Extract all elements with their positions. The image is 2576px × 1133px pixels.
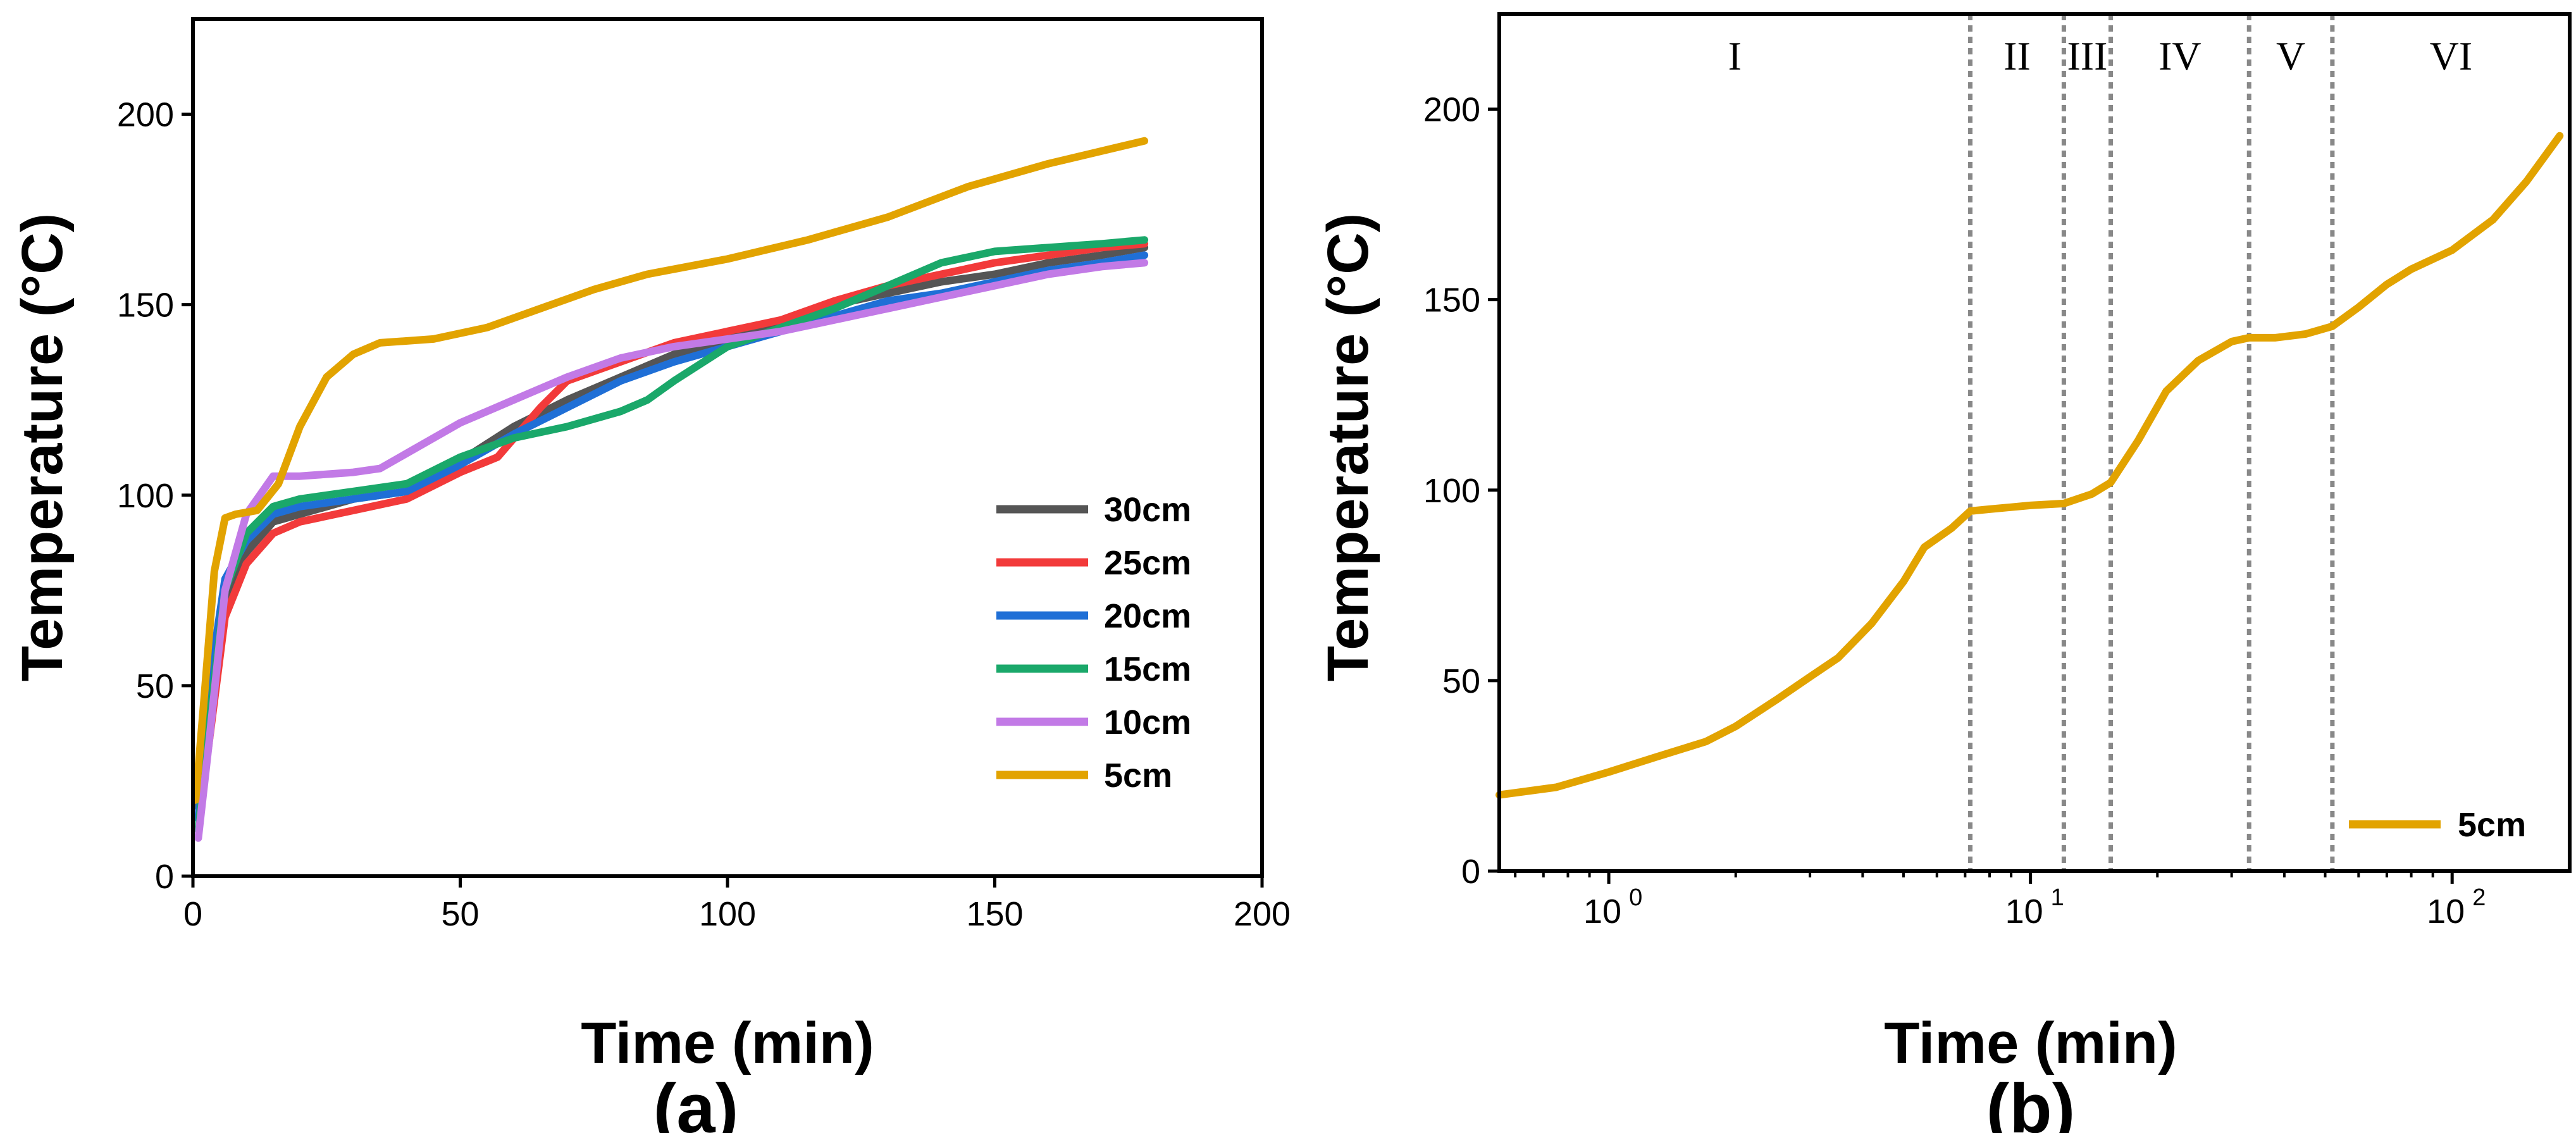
x-axis-title-a: Time (min) [581,1011,874,1075]
y-tick-label-b: 50 [1442,662,1480,700]
legend-label-15cm: 15cm [1104,650,1191,688]
series-group-a [192,137,1149,842]
series-line-10cm [194,259,1149,842]
y-axis-title-a: Temperature (°C) [10,213,75,682]
y-tick-label-b: 100 [1423,472,1480,510]
x-tick-label-b: 10 [2005,893,2043,931]
series-line-15cm [194,236,1149,834]
series-line-b-5cm [1495,132,2564,799]
region-label-V: V [2276,34,2305,78]
region-label-IV: IV [2158,34,2201,78]
y-tick-label-a: 200 [117,96,174,134]
y-tick-label-a: 50 [136,667,174,705]
x-tick-label-a: 200 [1234,895,1291,933]
y-tick-label-a: 150 [117,287,174,325]
legend-label-25cm: 25cm [1104,544,1191,582]
y-axis-title-b: Temperature (°C) [1316,213,1380,682]
y-tick-label-b: 150 [1423,282,1480,319]
x-tick-label-b: 10 [2427,893,2465,931]
x-tick-exponent-b: 2 [2472,884,2486,911]
x-tick-exponent-b: 1 [2051,884,2064,911]
x-tick-label-a: 0 [183,895,202,933]
legend-label-10cm: 10cm [1104,703,1191,741]
panel-label-b: (b) [1986,1070,2075,1133]
region-label-II: II [2003,34,2031,78]
legend-label-20cm: 20cm [1104,597,1191,635]
legend-b: 5cm [2349,806,2526,844]
legend-a: 30cm 25cm 20cm 15cm 10cm 5cm [996,491,1191,795]
region-label-VI: VI [2430,34,2473,78]
x-tick-label-b: 10 [1583,893,1621,931]
x-tick-label-a: 50 [441,895,479,933]
region-label-III: III [2067,34,2107,78]
plot-frame-b [1497,12,2572,873]
series-line-30cm [194,244,1149,812]
x-tick-label-a: 150 [966,895,1023,933]
series-line-5cm [192,137,1149,804]
chart-panel-a: 0 50 100 150 200 0 50 100 150 200 30cm 25cm 20cm 15c… [10,17,1291,1133]
legend-label-30cm: 30cm [1104,491,1191,529]
y-tick-label-b: 200 [1423,91,1480,129]
x-axis-title-b: Time (min) [1884,1011,2177,1075]
series-group-b [1495,132,2564,799]
legend-label-5cm: 5cm [1104,757,1172,795]
y-tick-label-a: 0 [155,858,174,896]
panel-label-a: (a) [653,1070,738,1133]
region-label-I: I [1728,34,1742,78]
region-dividers-b: I II III IV V VI [1728,14,2473,871]
legend-label-b-5cm: 5cm [2458,806,2526,844]
x-tick-exponent-b: 0 [1629,884,1642,911]
y-tick-label-b: 0 [1461,853,1480,891]
y-tick-label-a: 100 [117,477,174,515]
x-tick-label-a: 100 [699,895,756,933]
